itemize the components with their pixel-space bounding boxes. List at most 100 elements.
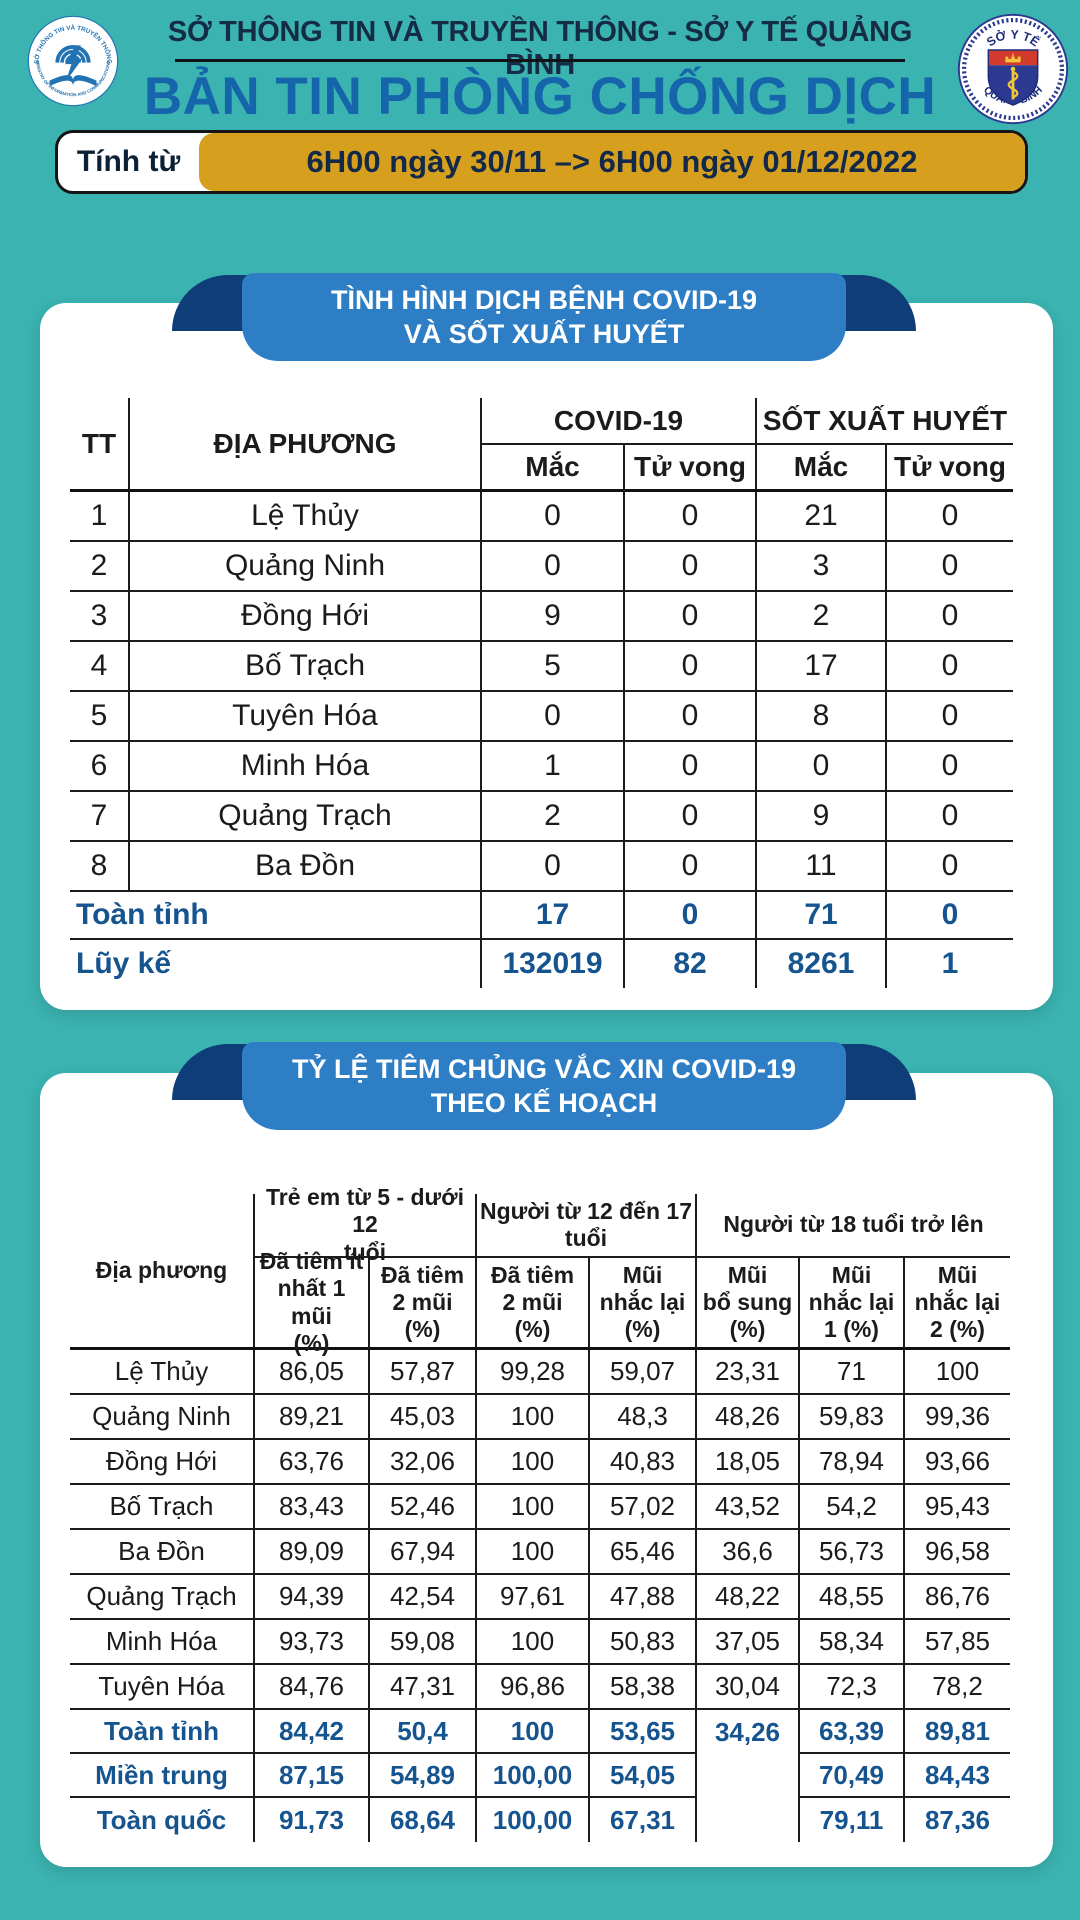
section1-ribbon: TÌNH HÌNH DỊCH BỆNH COVID-19 VÀ SỐT XUẤT… — [172, 273, 916, 363]
tt-cell: 1 — [70, 492, 130, 542]
vaccination-table: Địa phương Trẻ em từ 5 - dưới 12 tuổi Ng… — [70, 1184, 1010, 1842]
value-cell: 0 — [625, 642, 757, 692]
summary-value: 70,49 — [800, 1754, 905, 1798]
value-cell: 40,83 — [590, 1440, 697, 1485]
value-cell: 0 — [625, 692, 757, 742]
summary-label: Miền trung — [70, 1754, 255, 1798]
summary-value: 8261 — [757, 940, 887, 988]
value-cell: 59,07 — [590, 1350, 697, 1395]
value-cell: 11 — [757, 842, 887, 892]
summary-value: 91,73 — [255, 1798, 370, 1842]
value-cell: 0 — [625, 542, 757, 592]
period-range: 6H00 ngày 30/11 –> 6H00 ngày 01/12/2022 — [199, 133, 1025, 191]
summary-value: 53,65 — [590, 1710, 697, 1754]
sub-header: Tử vong — [625, 445, 757, 492]
place-cell: Ba Đồn — [70, 1530, 255, 1575]
place-cell: Quảng Trạch — [130, 792, 482, 842]
value-cell: 1 — [482, 742, 625, 792]
value-cell: 48,3 — [590, 1395, 697, 1440]
value-cell: 42,54 — [370, 1575, 477, 1620]
place-cell: Đồng Hới — [130, 592, 482, 642]
value-cell: 99,36 — [905, 1395, 1010, 1440]
value-cell: 100 — [477, 1440, 590, 1485]
value-cell: 8 — [757, 692, 887, 742]
citadel-icon — [1005, 56, 1021, 63]
tt-cell: 4 — [70, 642, 130, 692]
place-cell: Minh Hóa — [70, 1620, 255, 1665]
snake-icon — [1007, 70, 1019, 99]
value-cell: 100 — [477, 1485, 590, 1530]
value-cell: 71 — [800, 1350, 905, 1395]
value-cell: 0 — [482, 692, 625, 742]
value-cell: 84,76 — [255, 1665, 370, 1710]
value-cell: 23,31 — [697, 1350, 800, 1395]
doh-top-text: SỞ Y TẾ — [984, 27, 1042, 49]
section1-title-line1: TÌNH HÌNH DỊCH BỆNH COVID-19 — [330, 285, 758, 315]
summary-value: 82 — [625, 940, 757, 988]
value-cell: 0 — [625, 592, 757, 642]
value-cell: 5 — [482, 642, 625, 692]
value-cell: 0 — [482, 542, 625, 592]
bulletin-title: BẢN TIN PHÒNG CHỐNG DỊCH — [143, 67, 937, 126]
value-cell: 94,39 — [255, 1575, 370, 1620]
value-cell: 93,66 — [905, 1440, 1010, 1485]
summary-value: 71 — [757, 892, 887, 940]
value-cell: 18,05 — [697, 1440, 800, 1485]
summary-value: 79,11 — [800, 1798, 905, 1842]
vaccination-card: Địa phương Trẻ em từ 5 - dưới 12 tuổi Ng… — [40, 1073, 1053, 1867]
value-cell: 57,85 — [905, 1620, 1010, 1665]
sub-header: Đã tiêm ít nhất 1 mũi (%) — [255, 1248, 370, 1356]
place-cell: Tuyên Hóa — [130, 692, 482, 742]
summary-value: 67,31 — [590, 1798, 697, 1842]
summary-value: 84,43 — [905, 1754, 1010, 1798]
value-cell: 2 — [482, 792, 625, 842]
summary-value: 34,26 — [697, 1710, 800, 1754]
sub-header: Tử vong — [887, 445, 1013, 492]
value-cell: 83,43 — [255, 1485, 370, 1530]
header-cell-place: ĐỊA PHƯƠNG — [130, 398, 482, 492]
tt-cell: 6 — [70, 742, 130, 792]
value-cell: 32,06 — [370, 1440, 477, 1485]
covid-dengue-table: TT ĐỊA PHƯƠNG COVID-19 SỐT XUẤT HUYẾT Mắ… — [70, 398, 1013, 988]
summary-value: 100 — [477, 1710, 590, 1754]
value-cell: 59,08 — [370, 1620, 477, 1665]
value-cell: 56,73 — [800, 1530, 905, 1575]
value-cell: 93,73 — [255, 1620, 370, 1665]
value-cell: 47,88 — [590, 1575, 697, 1620]
value-cell: 97,61 — [477, 1575, 590, 1620]
value-cell: 52,46 — [370, 1485, 477, 1530]
header-cell-place: Địa phương — [70, 1194, 255, 1350]
place-cell: Ba Đồn — [130, 842, 482, 892]
value-cell: 78,2 — [905, 1665, 1010, 1710]
value-cell: 0 — [482, 492, 625, 542]
value-cell: 0 — [887, 792, 1013, 842]
value-cell: 54,2 — [800, 1485, 905, 1530]
place-cell: Bố Trạch — [130, 642, 482, 692]
value-cell: 0 — [625, 792, 757, 842]
value-cell: 58,34 — [800, 1620, 905, 1665]
value-cell: 0 — [887, 842, 1013, 892]
value-cell: 21 — [757, 492, 887, 542]
sub-header: Mũi bổ sung (%) — [697, 1258, 800, 1350]
value-cell: 0 — [625, 742, 757, 792]
summary-value: 0 — [625, 892, 757, 940]
value-cell: 0 — [887, 492, 1013, 542]
value-cell: 0 — [625, 492, 757, 542]
value-cell: 57,02 — [590, 1485, 697, 1530]
value-cell: 65,46 — [590, 1530, 697, 1575]
value-cell: 30,04 — [697, 1665, 800, 1710]
value-cell: 99,28 — [477, 1350, 590, 1395]
summary-value: 0 — [887, 892, 1013, 940]
value-cell: 100 — [477, 1620, 590, 1665]
sub-header: Mắc — [757, 445, 887, 492]
value-cell: 63,76 — [255, 1440, 370, 1485]
value-cell: 96,86 — [477, 1665, 590, 1710]
summary-value: 17 — [482, 892, 625, 940]
mic-arc-icon — [55, 45, 91, 63]
value-cell: 100 — [477, 1395, 590, 1440]
value-cell: 43,52 — [697, 1485, 800, 1530]
value-cell: 0 — [625, 842, 757, 892]
place-cell: Bố Trạch — [70, 1485, 255, 1530]
report-period-bar: Tính từ 6H00 ngày 30/11 –> 6H00 ngày 01/… — [55, 130, 1028, 194]
value-cell: 9 — [757, 792, 887, 842]
